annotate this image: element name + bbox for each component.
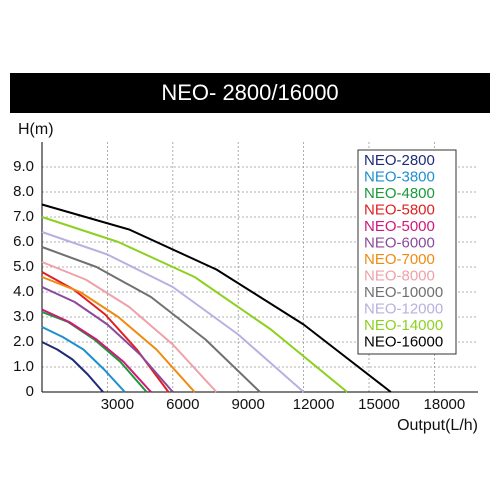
legend-entry: NEO-5000 xyxy=(364,218,435,235)
y-tick-label: 5.0 xyxy=(13,258,34,275)
y-tick-label: 0 xyxy=(26,383,34,400)
legend-entry: NEO-4800 xyxy=(364,185,435,202)
y-tick-label: 4.0 xyxy=(13,283,34,300)
legend-entry: NEO-2800 xyxy=(364,152,435,169)
series-line xyxy=(41,326,126,393)
series-line xyxy=(41,286,174,393)
legend-entry: NEO-10000 xyxy=(364,284,443,301)
series-line xyxy=(41,271,170,393)
x-tick-label: 15000 xyxy=(358,396,400,413)
series-line xyxy=(41,261,218,393)
x-axis-label: Output(L/h) xyxy=(397,417,478,434)
x-tick-label: 18000 xyxy=(424,396,466,413)
x-tick-label: 6000 xyxy=(166,396,199,413)
x-tick-label: 3000 xyxy=(101,396,134,413)
y-tick-label: 1.0 xyxy=(13,358,34,375)
y-tick-label: 6.0 xyxy=(13,233,34,250)
legend-entry: NEO-14000 xyxy=(364,317,443,334)
y-tick-label: 9.0 xyxy=(13,158,34,175)
title-bar xyxy=(10,73,490,113)
legend-entry: NEO-16000 xyxy=(364,333,443,350)
legend-entry: NEO-7000 xyxy=(364,251,435,268)
x-tick-label: 9000 xyxy=(232,396,265,413)
y-tick-label: 3.0 xyxy=(13,308,34,325)
y-axis-label: H(m) xyxy=(18,121,54,138)
legend-entry: NEO-3800 xyxy=(364,168,435,185)
series-line xyxy=(41,276,196,393)
legend-entry: NEO-8000 xyxy=(364,267,435,284)
series-line xyxy=(41,216,348,393)
legend-box xyxy=(357,149,457,355)
series-line xyxy=(41,311,148,393)
y-tick-label: 8.0 xyxy=(13,183,34,200)
series-line xyxy=(41,308,152,393)
series-line xyxy=(41,246,261,393)
series-line xyxy=(41,231,305,393)
x-tick-label: 12000 xyxy=(293,396,335,413)
series-line xyxy=(41,341,104,393)
y-tick-label: 2.0 xyxy=(13,333,34,350)
series-line xyxy=(41,203,392,393)
y-tick-label: 7.0 xyxy=(13,208,34,225)
chart-title: NEO- 2800/16000 xyxy=(161,80,338,105)
legend-entry: NEO-12000 xyxy=(364,300,443,317)
legend-entry: NEO-6000 xyxy=(364,234,435,251)
legend-entry: NEO-5800 xyxy=(364,201,435,218)
